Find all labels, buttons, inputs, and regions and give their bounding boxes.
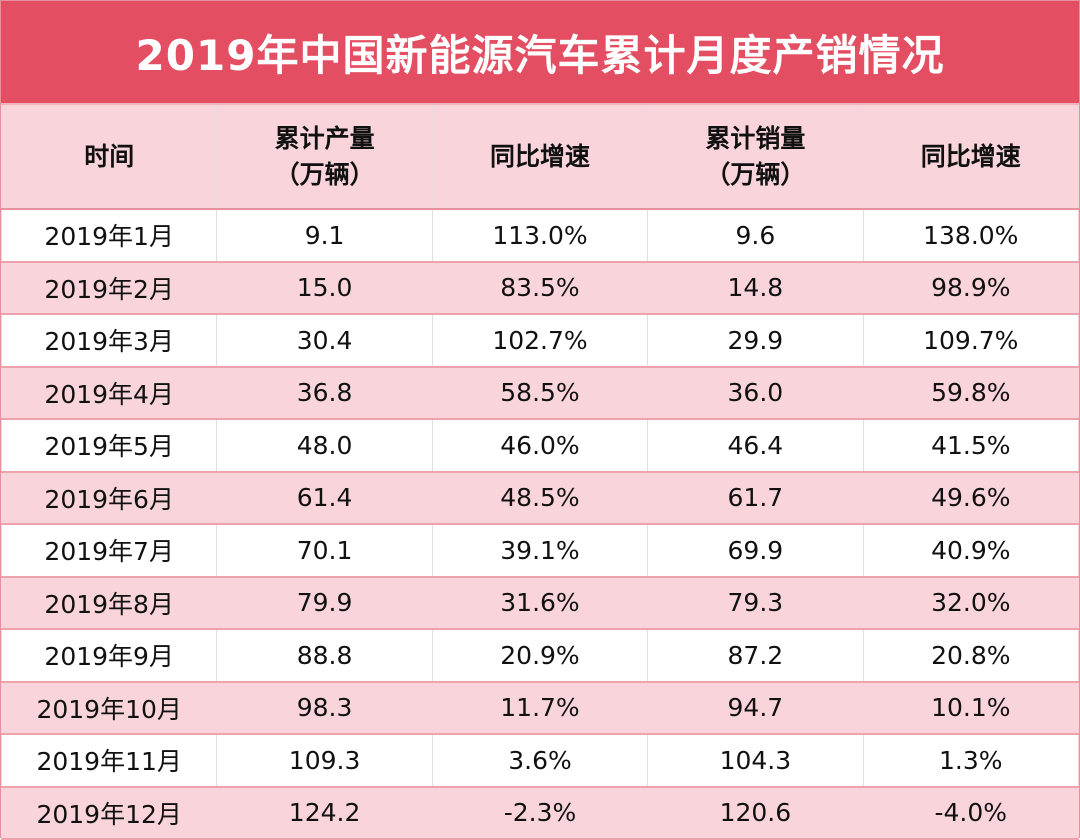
table-cell: 1.3% (862, 734, 1080, 788)
column-header-line: 累计销量 (705, 123, 806, 153)
table-cell: 79.3 (647, 576, 864, 630)
table-row: 2019年5月 48.0 46.0% 46.4 41.5% (0, 419, 1080, 473)
table-cell: 2019年7月 (0, 524, 218, 578)
table-cell: 48.0 (216, 419, 433, 473)
table-cell: 2019年11月 (0, 734, 218, 788)
table-cell: 2019年6月 (0, 471, 218, 525)
table-cell: 102.7% (431, 314, 649, 368)
data-table: 时间 累计产量 （万辆） 同比增速 累计销量 （万辆） 同比增速 2019年1月 9.1 113… (0, 105, 1080, 840)
table-cell: 79.9 (216, 576, 433, 630)
table-row: 2019年1月 9.1 113.0% 9.6 138.0% (0, 209, 1080, 263)
column-header: 累计产量 （万辆） (216, 105, 433, 210)
table-cell: 10.1% (862, 681, 1080, 735)
table-row: 2019年11月 109.3 3.6% 104.3 1.3% (0, 734, 1080, 788)
table-cell: 2019年1月 (0, 209, 218, 263)
table-cell: 98.3 (216, 681, 433, 735)
table-cell: 36.8 (216, 366, 433, 420)
table-cell: 61.7 (647, 471, 864, 525)
table-cell: 98.9% (862, 261, 1080, 315)
table-cell: 113.0% (431, 209, 649, 263)
column-header-line: 时间 (84, 141, 135, 171)
table-row: 2019年2月 15.0 83.5% 14.8 98.9% (0, 261, 1080, 315)
table-cell: 120.6 (647, 786, 864, 840)
table-cell: 11.7% (431, 681, 649, 735)
table-cell: 88.8 (216, 629, 433, 683)
table-cell: 69.9 (647, 524, 864, 578)
table-cell: 15.0 (216, 261, 433, 315)
column-header-line: （万辆） (705, 159, 806, 189)
table-row: 2019年7月 70.1 39.1% 69.9 40.9% (0, 524, 1080, 578)
table-cell: 58.5% (431, 366, 649, 420)
table-cell: 59.8% (862, 366, 1080, 420)
table-cell: 2019年2月 (0, 261, 218, 315)
column-header: 累计销量 （万辆） (647, 105, 864, 210)
table-cell: 70.1 (216, 524, 433, 578)
table-cell: 61.4 (216, 471, 433, 525)
table-cell: 2019年9月 (0, 629, 218, 683)
table-cell: 2019年4月 (0, 366, 218, 420)
table-cell: 30.4 (216, 314, 433, 368)
table-cell: 2019年8月 (0, 576, 218, 630)
column-header: 同比增速 (431, 105, 649, 210)
table-cell: 14.8 (647, 261, 864, 315)
table-cell: 46.4 (647, 419, 864, 473)
table-cell: 9.1 (216, 209, 433, 263)
table-cell: 29.9 (647, 314, 864, 368)
table-cell: 20.8% (862, 629, 1080, 683)
table-cell: -4.0% (862, 786, 1080, 840)
table-cell: 39.1% (431, 524, 649, 578)
table-title: 2019年中国新能源汽车累计月度产销情况 (1, 1, 1079, 105)
table-cell: 36.0 (647, 366, 864, 420)
table-cell: 94.7 (647, 681, 864, 735)
table-cell: 9.6 (647, 209, 864, 263)
table-cell: 109.7% (862, 314, 1080, 368)
table-cell: 83.5% (431, 261, 649, 315)
table-row: 2019年9月 88.8 20.9% 87.2 20.8% (0, 629, 1080, 683)
table-cell: 2019年5月 (0, 419, 218, 473)
table-cell: 87.2 (647, 629, 864, 683)
table-cell: 20.9% (431, 629, 649, 683)
column-header-line: 同比增速 (920, 141, 1021, 171)
table-cell: 41.5% (862, 419, 1080, 473)
table-cell: 3.6% (431, 734, 649, 788)
table-cell: 31.6% (431, 576, 649, 630)
table-row: 2019年4月 36.8 58.5% 36.0 59.8% (0, 366, 1080, 420)
table-cell: 40.9% (862, 524, 1080, 578)
table-cell: 2019年10月 (0, 681, 218, 735)
table-cell: 46.0% (431, 419, 649, 473)
table-row: 2019年6月 61.4 48.5% 61.7 49.6% (0, 471, 1080, 525)
table-cell: 2019年3月 (0, 314, 218, 368)
table-cell: 109.3 (216, 734, 433, 788)
table-cell: 104.3 (647, 734, 864, 788)
column-header: 同比增速 (862, 105, 1080, 210)
table-cell: 138.0% (862, 209, 1080, 263)
table-row: 2019年12月 124.2 -2.3% 120.6 -4.0% (0, 786, 1080, 840)
table-cell: 48.5% (431, 471, 649, 525)
table-cell: 49.6% (862, 471, 1080, 525)
table-row: 2019年3月 30.4 102.7% 29.9 109.7% (0, 314, 1080, 368)
column-header: 时间 (0, 105, 218, 210)
header-row: 时间 累计产量 （万辆） 同比增速 累计销量 （万辆） 同比增速 (0, 105, 1080, 210)
column-header-line: 同比增速 (489, 141, 590, 171)
table-cell: 124.2 (216, 786, 433, 840)
column-header-line: （万辆） (274, 159, 375, 189)
column-header-line: 累计产量 (274, 123, 375, 153)
table-cell: -2.3% (431, 786, 649, 840)
table-cell: 32.0% (862, 576, 1080, 630)
table-cell: 2019年12月 (0, 786, 218, 840)
table-body: 2019年1月 9.1 113.0% 9.6 138.0% 2019年2月 15.0 83.5… (0, 209, 1080, 840)
table-row: 2019年10月 98.3 11.7% 94.7 10.1% (0, 681, 1080, 735)
table-row: 2019年8月 79.9 31.6% 79.3 32.0% (0, 576, 1080, 630)
